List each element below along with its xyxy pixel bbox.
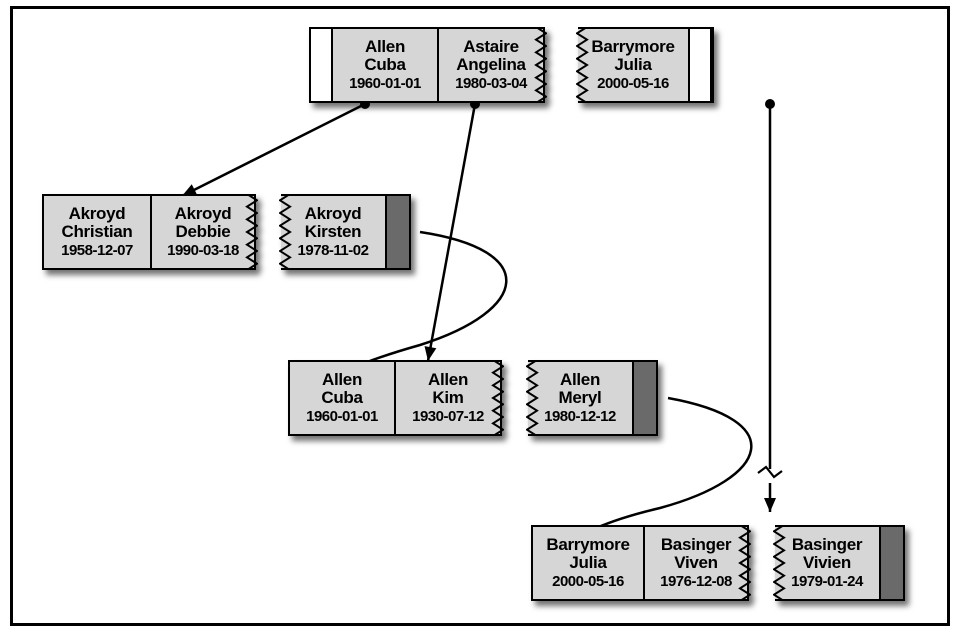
surname: Allen (365, 38, 405, 56)
surname: Allen (560, 371, 600, 389)
date: 1976-12-08 (660, 574, 732, 590)
page-block-barry-left: BarrymoreJulia 2000-05-16 BasingerViven 197… (531, 525, 749, 601)
page-block-root-left: AllenCuba 1960-01-01 AstaireAngelina 1980-0… (309, 27, 545, 103)
date: 2000-05-16 (597, 76, 669, 92)
date: 1978-11-02 (298, 243, 369, 259)
date: 1979-01-24 (791, 574, 863, 590)
surname: Akroyd (175, 205, 232, 223)
date: 2000-05-16 (552, 574, 624, 590)
date: 1960-01-01 (349, 76, 421, 92)
page-block-allen-right: AllenMeryl 1980-12-12 (528, 360, 658, 436)
diagram-canvas: AllenCuba1960-01-01AstaireAngelina1980-0… (0, 0, 964, 636)
record-cell: AllenCuba 1960-01-01 (290, 362, 396, 434)
trailing-stub (634, 362, 656, 434)
page-body: BarrymoreJulia 2000-05-16 (578, 27, 714, 103)
surname: Basinger (661, 536, 731, 554)
page-block-allen-left: AllenCuba1960-01-01AllenKim1930-07-12 (288, 360, 502, 436)
firstname: Viven (674, 554, 718, 572)
page-body: AllenMeryl 1980-12-12 (528, 360, 658, 436)
firstname: Julia (614, 56, 651, 74)
trailing-spacer (690, 29, 712, 101)
record-cell: BarrymoreJulia 2000-05-16 (578, 29, 690, 101)
surname: Allen (322, 371, 362, 389)
record-cell: BasingerViven 1976-12-08 (645, 527, 749, 599)
firstname: Angelina (456, 56, 525, 74)
trailing-stub (881, 527, 903, 599)
page-block-akroyd-right: AkroydKirsten 1978-11-02 (281, 194, 411, 270)
date: 1980-03-04 (455, 76, 527, 92)
record-cell: BasingerVivien 1979-01-24 (775, 527, 881, 599)
surname: Astaire (463, 38, 519, 56)
surname: Basinger (792, 536, 862, 554)
surname: Allen (428, 371, 468, 389)
date: 1930-07-12 (412, 409, 484, 425)
trailing-stub (387, 196, 409, 268)
firstname: Vivien (803, 554, 851, 572)
firstname: Julia (569, 554, 606, 572)
surname: Barrymore (546, 536, 629, 554)
page-block-root-right: BarrymoreJulia 2000-05-16 (578, 27, 714, 103)
page-body: AkroydChristian1958-12-07AkroydDebbie199… (42, 194, 256, 270)
page-body: AllenCuba1960-01-01AllenKim1930-07-12 (288, 360, 502, 436)
record-cell: AllenMeryl 1980-12-12 (528, 362, 634, 434)
record-cell: AllenKim 1930-07-12 (396, 362, 502, 434)
record-cell: AkroydKirsten 1978-11-02 (281, 196, 387, 268)
date: 1980-12-12 (544, 409, 616, 425)
record-cell: AkroydChristian 1958-12-07 (44, 196, 152, 268)
record-cell: AstaireAngelina 1980-03-04 (439, 29, 545, 101)
firstname: Kirsten (305, 223, 361, 241)
firstname: Meryl (559, 389, 602, 407)
record-cell: BarrymoreJulia 2000-05-16 (533, 527, 645, 599)
date: 1960-01-01 (306, 409, 378, 425)
page-body: BarrymoreJulia 2000-05-16 BasingerViven 197… (531, 525, 749, 601)
surname: Barrymore (591, 38, 674, 56)
page-block-barry-right: BasingerVivien 1979-01-24 (775, 525, 905, 601)
record-cell: AkroydDebbie 1990-03-18 (152, 196, 256, 268)
page-body: AllenCuba 1960-01-01 AstaireAngelina 1980-0… (309, 27, 545, 103)
surname: Akroyd (305, 205, 362, 223)
firstname: Kim (432, 389, 463, 407)
page-body: BasingerVivien 1979-01-24 (775, 525, 905, 601)
firstname: Debbie (176, 223, 231, 241)
firstname: Christian (62, 223, 133, 241)
surname: Akroyd (69, 205, 126, 223)
page-body: AkroydKirsten 1978-11-02 (281, 194, 411, 270)
firstname: Cuba (364, 56, 405, 74)
date: 1958-12-07 (61, 243, 133, 259)
leading-spacer (311, 29, 333, 101)
date: 1990-03-18 (167, 243, 239, 259)
page-block-akroyd-left: AkroydChristian1958-12-07AkroydDebbie199… (42, 194, 256, 270)
firstname: Cuba (321, 389, 362, 407)
record-cell: AllenCuba 1960-01-01 (333, 29, 439, 101)
